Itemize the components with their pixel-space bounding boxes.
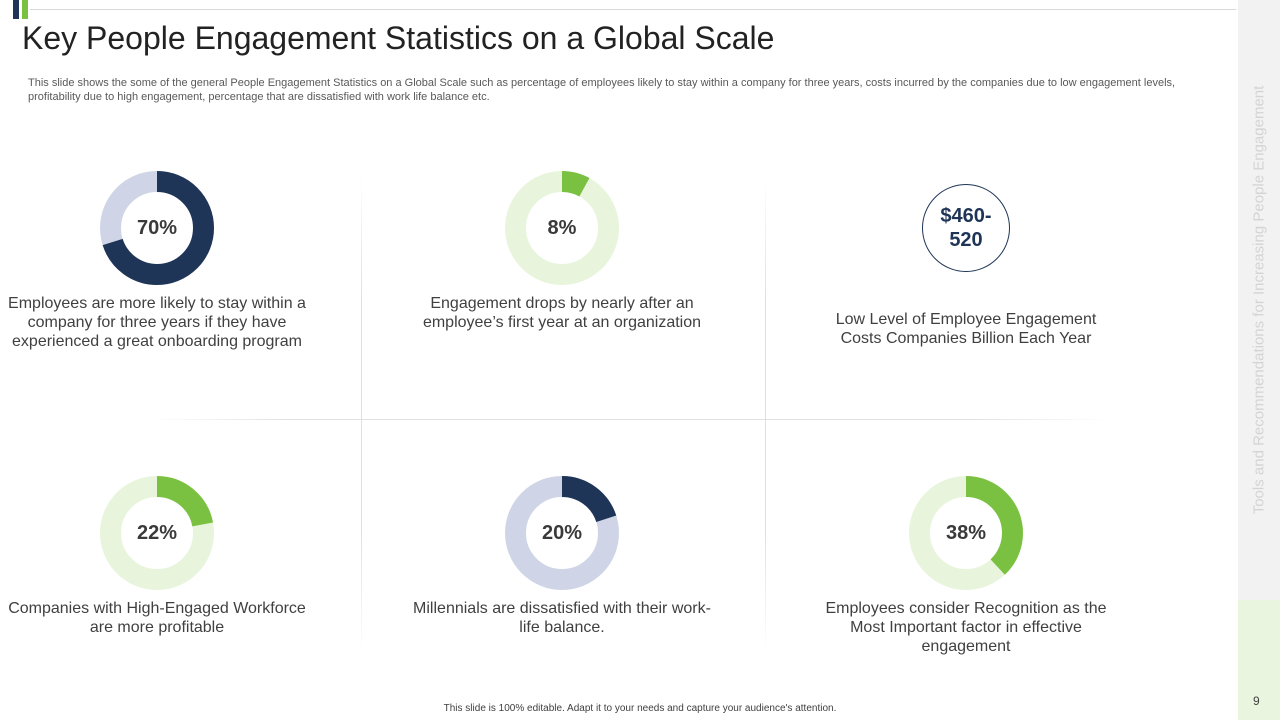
stat-description: Low Level of Employee Engagement Costs C… <box>835 311 1097 347</box>
donut-svg <box>505 171 619 285</box>
donut-svg <box>100 171 214 285</box>
slide-title: Key People Engagement Statistics on a Gl… <box>22 20 775 56</box>
stat-card-work-life-balance: 20% Millennials are dissatisfied with th… <box>412 473 712 637</box>
donut-chart: 8% <box>502 168 622 288</box>
donut-value-arc <box>100 171 214 285</box>
divider-vertical-1 <box>361 175 362 655</box>
stat-description: Engagement drops by nearly after an empl… <box>422 295 702 331</box>
donut-value-arc <box>909 476 1023 590</box>
donut-chart: 70% <box>97 168 217 288</box>
donut-chart: 22% <box>97 473 217 593</box>
stat-card-recognition: 38% Employees consider Recognition as th… <box>816 473 1116 656</box>
stat-description: Companies with High-Engaged Workforce ar… <box>8 600 306 636</box>
footer-note: This slide is 100% editable. Adapt it to… <box>443 703 837 714</box>
stat-description: Employees consider Recognition as the Mo… <box>825 600 1107 655</box>
side-section-label: Tools and Recommendations for Increasing… <box>1250 85 1268 515</box>
side-panel <box>1238 0 1280 600</box>
donut-value-arc <box>505 476 619 590</box>
donut-svg <box>505 476 619 590</box>
stat-card-onboarding: 70% Employees are more likely to stay wi… <box>7 168 307 351</box>
donut-percent-label: 70% <box>136 216 178 239</box>
divider-horizontal <box>150 419 1110 420</box>
divider-vertical-2 <box>765 175 766 655</box>
stat-card-engagement-drop: 8% Engagement drops by nearly after an e… <box>412 168 712 332</box>
donut-percent-label: 38% <box>945 521 987 544</box>
donut-svg <box>909 476 1023 590</box>
donut-value-arc <box>100 476 214 590</box>
top-rule <box>30 9 1236 10</box>
money-badge: $460- 520 <box>906 184 1026 304</box>
donut-chart: 38% <box>906 473 1026 593</box>
stat-description: Millennials are dissatisfied with their … <box>413 600 711 636</box>
title-accent-bar-dark <box>13 0 19 19</box>
donut-svg <box>100 476 214 590</box>
title-accent-bar-green <box>22 0 28 19</box>
donut-value-arc <box>505 171 619 285</box>
stat-card-costs: $460- 520 Low Level of Employee Engagemen… <box>816 168 1116 348</box>
donut-percent-label: 22% <box>136 521 178 544</box>
stat-description: Employees are more likely to stay within… <box>8 295 306 350</box>
donut-chart: 20% <box>502 473 622 593</box>
slide-subtitle: This slide shows the some of the general… <box>28 77 1176 103</box>
donut-percent-label: 8% <box>547 216 577 239</box>
cost-value: $460- 520 <box>922 184 1010 272</box>
side-panel-footer <box>1238 600 1280 720</box>
stat-card-profitability: 22% Companies with High-Engaged Workforc… <box>7 473 307 637</box>
donut-percent-label: 20% <box>541 521 583 544</box>
page-number: 9 <box>1253 694 1260 708</box>
